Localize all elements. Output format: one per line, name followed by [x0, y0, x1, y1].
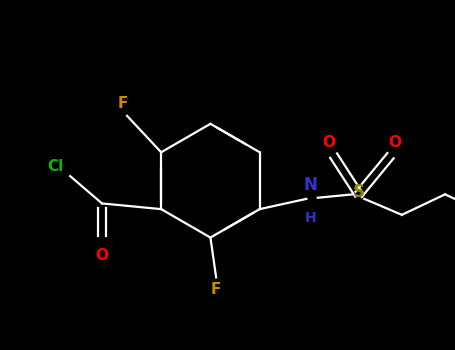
- Text: F: F: [117, 96, 128, 111]
- Text: O: O: [389, 135, 402, 150]
- Text: F: F: [211, 282, 221, 297]
- Text: O: O: [96, 248, 109, 263]
- Text: S: S: [353, 183, 364, 201]
- Text: H: H: [305, 211, 317, 225]
- Text: Cl: Cl: [47, 159, 63, 174]
- Text: O: O: [323, 135, 336, 150]
- Text: N: N: [304, 176, 318, 194]
